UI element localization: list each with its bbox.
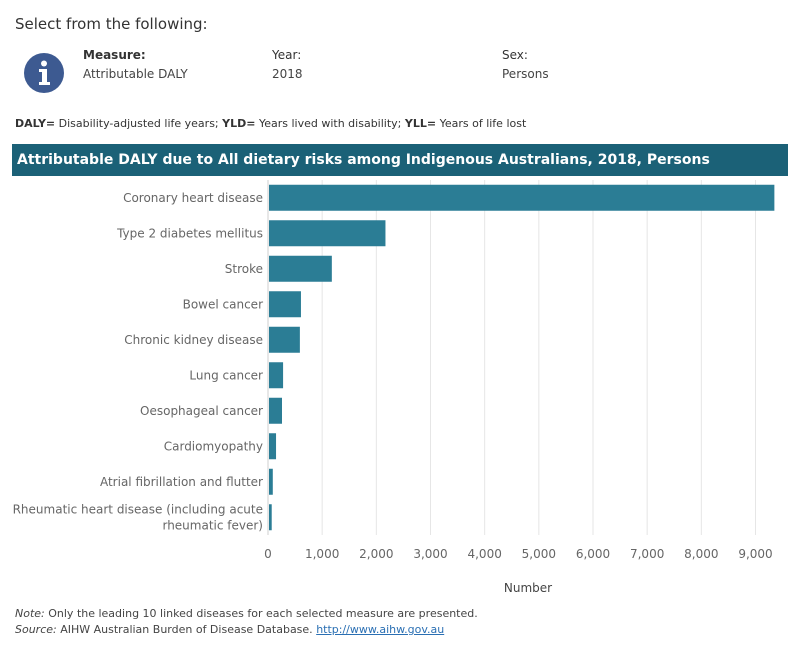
x-tick-label: 4,000 [467,547,501,561]
x-tick-label: 9,000 [738,547,772,561]
sex-filter[interactable]: Sex: Persons [502,48,549,81]
footer: Note: Only the leading 10 linked disease… [15,606,478,638]
measure-label: Measure: [83,48,146,62]
x-tick-label: 2,000 [359,547,393,561]
category-label: Atrial fibrillation and flutter [100,475,263,489]
note-label: Note: [15,607,45,620]
daly-text: Disability-adjusted life years; [55,117,223,130]
yll-text: Years of life lost [436,117,527,130]
source-text: AIHW Australian Burden of Disease Databa… [56,623,317,636]
bar-chart: Coronary heart disease Type 2 diabetes me… [13,180,775,595]
bar [269,184,775,211]
yld-text: Years lived with disability; [255,117,405,130]
year-filter[interactable]: Year: 2018 [272,48,303,81]
chart-title-banner: Attributable DALY due to All dietary ris… [12,144,788,176]
x-tick-label: 1,000 [305,547,339,561]
year-label: Year: [272,48,302,62]
measure-value[interactable]: Attributable DALY [83,67,188,81]
source-label: Source: [15,623,57,636]
x-tick-label: 7,000 [630,547,664,561]
x-tick-label: 0 [264,547,272,561]
sex-value[interactable]: Persons [502,67,549,81]
bar [269,468,273,495]
category-label: Rheumatic heart disease (including acute [13,502,263,516]
bar [269,504,272,531]
bar [269,220,386,247]
bar [269,255,332,282]
source-line: Source: AIHW Australian Burden of Diseas… [15,622,478,638]
abbreviation-definitions: DALY= Disability-adjusted life years; YL… [15,117,526,130]
x-tick-label: 5,000 [522,547,556,561]
sex-label: Sex: [502,48,528,62]
x-tick-label: 3,000 [413,547,447,561]
measure-filter[interactable]: Measure: Attributable DALY [83,48,188,81]
bar [269,397,282,424]
bar [269,291,301,318]
category-label: Chronic kidney disease [124,333,263,347]
category-label: Lung cancer [189,368,263,382]
category-label: Oesophageal cancer [140,404,263,418]
category-label: Coronary heart disease [123,191,263,205]
category-label: Cardiomyopathy [164,439,263,453]
bar [269,362,284,389]
category-label: Bowel cancer [183,297,263,311]
daly-key: DALY= [15,117,56,130]
bar [269,326,300,353]
category-label: Type 2 diabetes mellitus [116,226,263,240]
yll-key: YLL= [404,117,437,130]
year-value[interactable]: 2018 [272,67,303,81]
note-line: Note: Only the leading 10 linked disease… [15,606,478,622]
note-text: Only the leading 10 linked diseases for … [44,607,478,620]
bar [269,433,277,460]
x-axis-title: Number [504,581,552,595]
category-label: Stroke [225,262,263,276]
source-link[interactable]: http://www.aihw.gov.au [316,623,445,636]
yld-key: YLD= [222,117,256,130]
category-label: rheumatic fever) [162,518,263,532]
x-tick-label: 6,000 [576,547,610,561]
info-icon[interactable] [24,53,64,93]
x-tick-label: 8,000 [684,547,718,561]
select-title: Select from the following: [15,15,208,33]
